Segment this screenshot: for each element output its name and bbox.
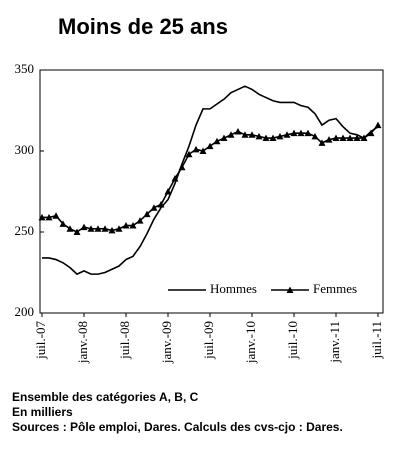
point-marker	[192, 145, 200, 153]
point-marker	[276, 132, 284, 140]
x-tick-label: juil.-10	[285, 321, 300, 360]
point-marker	[297, 129, 305, 137]
point-marker	[332, 134, 340, 142]
legend-label: Hommes	[210, 281, 257, 296]
x-tick-label: juil.-09	[201, 321, 216, 360]
point-marker	[150, 204, 158, 211]
point-marker	[367, 129, 375, 137]
point-marker	[346, 134, 354, 142]
point-marker	[255, 132, 263, 140]
point-marker	[136, 217, 144, 224]
point-marker	[185, 150, 193, 158]
point-marker	[262, 134, 270, 142]
point-marker	[220, 134, 228, 142]
point-marker	[171, 175, 179, 182]
point-marker	[304, 129, 312, 137]
y-tick-label: 350	[15, 61, 35, 76]
point-marker	[227, 131, 235, 138]
point-marker	[87, 225, 95, 232]
point-marker	[339, 134, 347, 142]
point-marker	[241, 131, 249, 138]
point-marker	[59, 220, 67, 227]
point-marker	[66, 225, 74, 232]
point-marker	[283, 131, 291, 138]
x-tick-label: juil.-11	[369, 321, 384, 359]
point-marker	[353, 134, 361, 142]
chart-title: Moins de 25 ans	[58, 14, 228, 39]
point-marker	[73, 228, 81, 235]
point-marker	[80, 223, 88, 231]
point-marker	[360, 134, 368, 142]
note: En milliers	[12, 405, 73, 419]
series-line	[42, 85, 379, 276]
note: Ensemble des catégories A, B, C	[12, 390, 199, 404]
point-marker	[325, 136, 333, 143]
point-marker	[213, 137, 221, 145]
point-marker	[94, 225, 102, 232]
x-tick-label: janv.-11	[327, 321, 342, 364]
x-tick-label: juil.-08	[117, 321, 132, 360]
y-tick-label: 300	[15, 142, 35, 157]
legend-label: Femmes	[313, 281, 357, 296]
x-tick-label: juil.-07	[33, 321, 48, 360]
point-marker	[199, 147, 207, 154]
y-tick-label: 250	[15, 223, 35, 238]
point-marker	[318, 139, 326, 146]
y-tick-label: 200	[15, 304, 35, 319]
point-marker	[101, 225, 109, 232]
point-marker	[164, 188, 172, 195]
point-marker	[129, 222, 137, 229]
point-marker	[115, 225, 123, 232]
point-marker	[52, 212, 60, 219]
point-marker	[234, 128, 242, 135]
point-marker	[374, 121, 382, 129]
point-marker	[143, 210, 151, 218]
point-marker	[311, 132, 319, 140]
point-marker	[122, 222, 130, 229]
point-marker	[108, 226, 116, 234]
x-tick-label: janv.-10	[243, 321, 258, 364]
note: Sources : Pôle emploi, Dares. Calculs de…	[12, 420, 343, 434]
point-marker	[45, 213, 53, 221]
point-marker	[38, 213, 46, 221]
x-tick-label: janv.-09	[159, 321, 174, 364]
point-marker	[206, 142, 214, 150]
x-tick-label: janv.-08	[75, 321, 90, 364]
point-marker	[248, 131, 256, 138]
point-marker	[290, 129, 298, 137]
legend-marker	[286, 286, 294, 293]
plot-frame	[39, 69, 384, 314]
point-marker	[178, 163, 186, 171]
point-marker	[269, 134, 277, 142]
point-marker	[157, 200, 165, 208]
